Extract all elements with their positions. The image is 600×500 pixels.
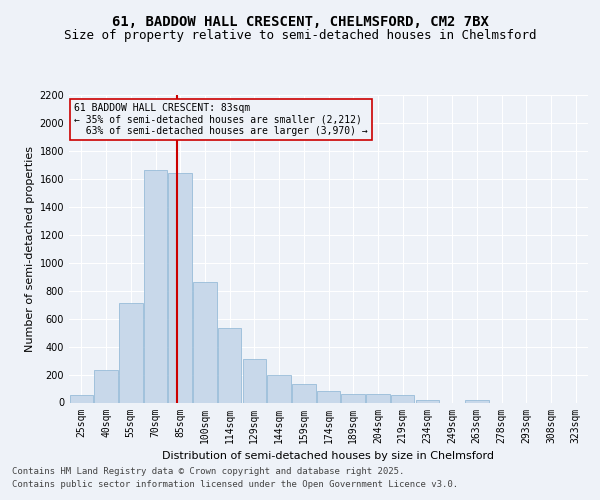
Bar <box>366 394 389 402</box>
Text: Size of property relative to semi-detached houses in Chelmsford: Size of property relative to semi-detach… <box>64 28 536 42</box>
Text: Contains public sector information licensed under the Open Government Licence v3: Contains public sector information licen… <box>12 480 458 489</box>
Text: 61, BADDOW HALL CRESCENT, CHELMSFORD, CM2 7BX: 61, BADDOW HALL CRESCENT, CHELMSFORD, CM… <box>112 16 488 30</box>
Bar <box>119 304 143 402</box>
Bar <box>416 400 439 402</box>
Text: 61 BADDOW HALL CRESCENT: 83sqm
← 35% of semi-detached houses are smaller (2,212): 61 BADDOW HALL CRESCENT: 83sqm ← 35% of … <box>74 102 368 136</box>
Bar <box>169 174 192 402</box>
X-axis label: Distribution of semi-detached houses by size in Chelmsford: Distribution of semi-detached houses by … <box>163 451 494 461</box>
Bar <box>292 384 316 402</box>
Bar <box>317 392 340 402</box>
Bar <box>341 394 365 402</box>
Text: Contains HM Land Registry data © Crown copyright and database right 2025.: Contains HM Land Registry data © Crown c… <box>12 467 404 476</box>
Bar <box>391 395 415 402</box>
Bar <box>94 370 118 402</box>
Bar <box>70 395 93 402</box>
Bar <box>242 359 266 403</box>
Bar <box>268 375 291 402</box>
Bar <box>193 282 217 403</box>
Y-axis label: Number of semi-detached properties: Number of semi-detached properties <box>25 146 35 352</box>
Bar <box>218 328 241 402</box>
Bar <box>465 400 488 402</box>
Bar <box>144 170 167 402</box>
